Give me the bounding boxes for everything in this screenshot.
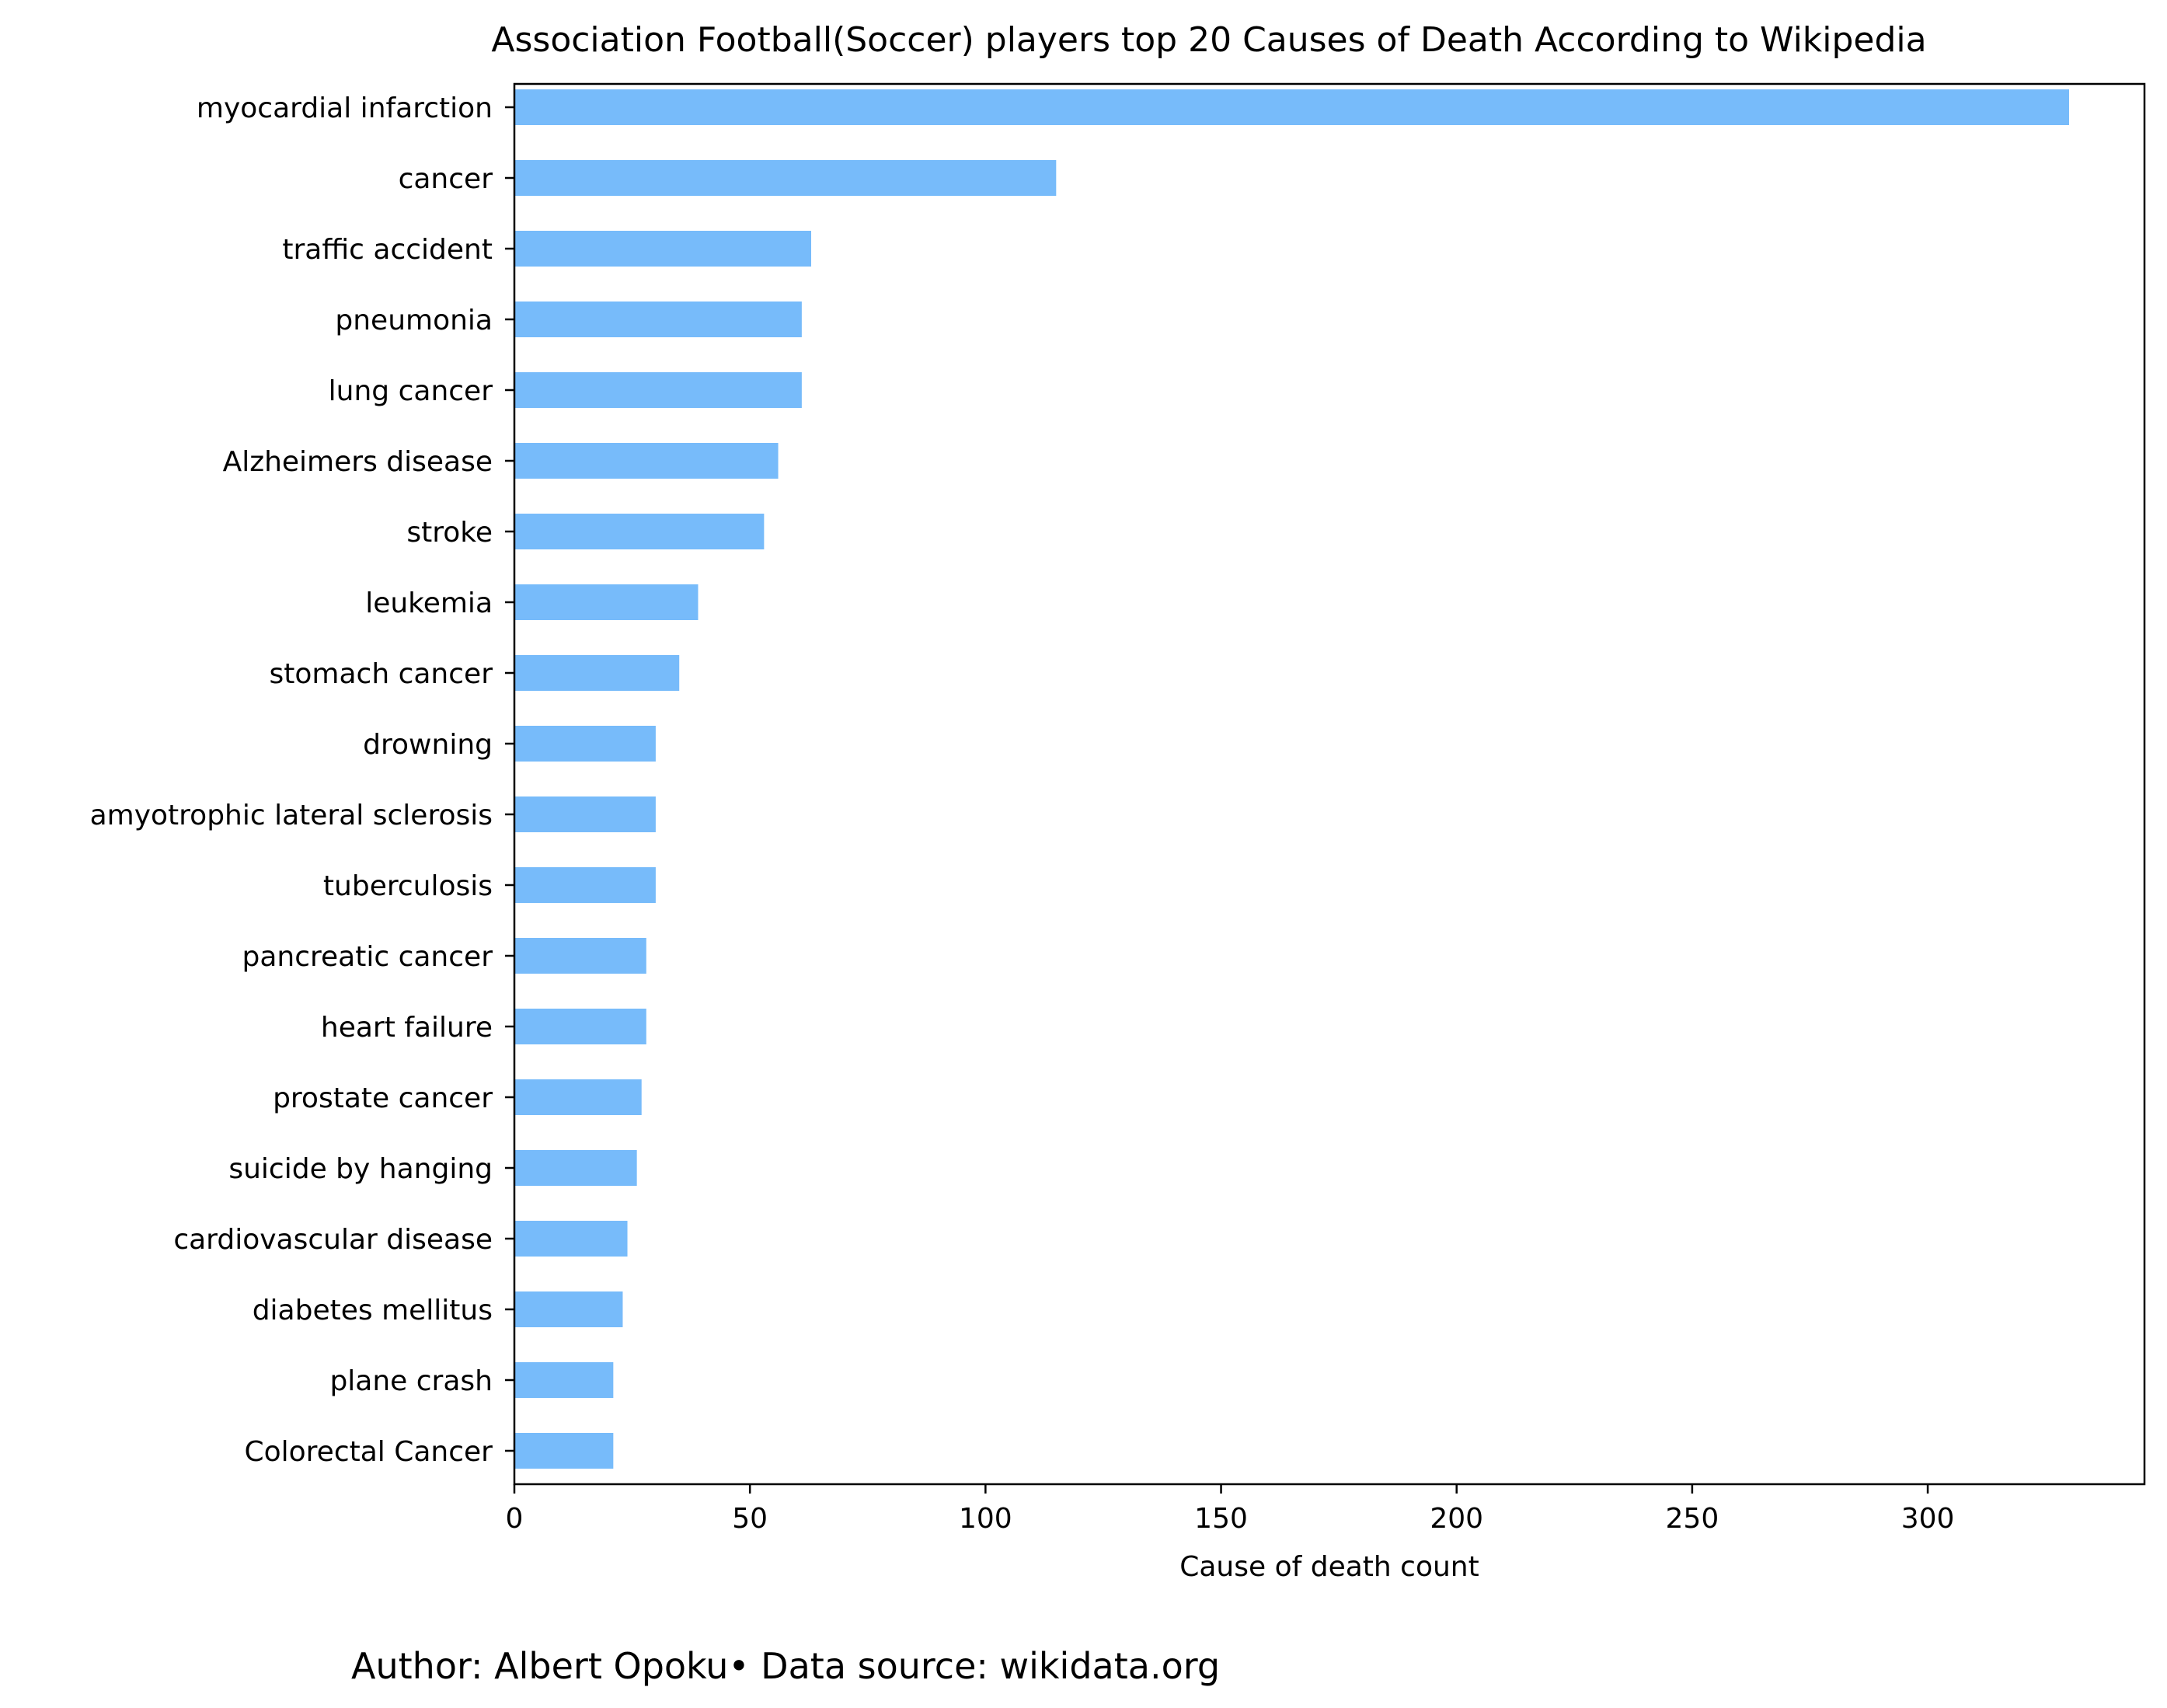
x-tick-label: 150 [1194,1503,1248,1535]
x-tick-label: 200 [1430,1503,1483,1535]
x-axis-ticks: 0 50 100 150 200 250 300 [506,1484,1955,1535]
bar [514,372,802,408]
y-tick-label: cardiovascular disease [173,1224,493,1256]
y-tick-label: diabetes mellitus [253,1295,493,1326]
x-axis-label: Cause of death count [1179,1551,1479,1583]
y-tick-label: tuberculosis [323,870,493,902]
y-tick-label: plane crash [329,1365,493,1397]
y-tick-label: traffic accident [282,234,493,266]
y-tick-label: myocardial infarction [197,92,493,124]
x-tick-label: 300 [1901,1503,1955,1535]
y-tick-label: heart failure [321,1012,493,1044]
x-tick-label: 50 [732,1503,768,1535]
bar [514,302,802,337]
bar [514,584,699,620]
bar [514,160,1057,196]
credit-line: Author: Albert Opoku• Data source: wikid… [351,1645,1220,1687]
y-tick-label: cancer [399,163,493,195]
bar [514,443,779,479]
y-tick-label: prostate cancer [273,1082,493,1114]
bar [514,1009,646,1044]
bar [514,867,656,903]
y-tick-label: Colorectal Cancer [244,1436,493,1468]
bar [514,1433,614,1469]
bar [514,514,765,549]
bar [514,1079,642,1115]
bar [514,796,656,832]
bar [514,938,646,974]
chart-title: Association Football(Soccer) players top… [491,20,1926,60]
y-tick-label: pancreatic cancer [242,941,493,973]
bar [514,1150,637,1186]
y-tick-label: Alzheimers disease [223,446,493,478]
y-tick-label: leukemia [365,587,493,619]
bars-group [514,89,2069,1469]
y-tick-label: stroke [406,517,493,549]
y-tick-label: lung cancer [329,375,493,407]
bar [514,655,680,691]
bar [514,231,812,267]
y-tick-label: amyotrophic lateral sclerosis [90,800,493,831]
y-axis-ticks: myocardial infarction cancer traffic accid… [90,92,514,1468]
bar [514,1291,623,1327]
plot-area-frame [513,82,2146,1486]
x-tick-label: 100 [959,1503,1012,1535]
y-tick-label: suicide by hanging [228,1153,493,1185]
y-tick-label: pneumonia [335,305,493,336]
bar [514,726,656,762]
bar [514,1221,628,1257]
x-tick-label: 250 [1666,1503,1719,1535]
y-tick-label: stomach cancer [270,658,493,690]
y-tick-label: drowning [363,729,493,761]
bar [514,89,2069,125]
x-tick-label: 0 [506,1503,524,1535]
bar [514,1362,614,1398]
